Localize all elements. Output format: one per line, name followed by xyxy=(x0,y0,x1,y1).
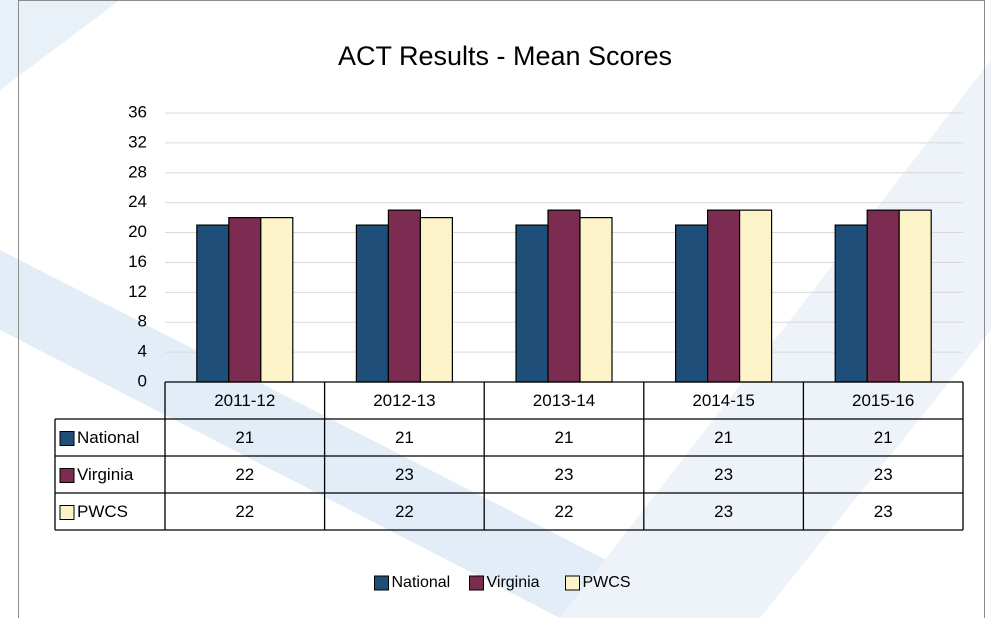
legend-label: Virginia xyxy=(487,574,540,591)
legend-swatch xyxy=(374,575,389,591)
table-row-label: Virginia xyxy=(77,465,134,484)
table-cell: 23 xyxy=(874,465,893,484)
y-tick-label: 36 xyxy=(128,102,147,121)
bar xyxy=(674,224,709,383)
x-tick-label: 2015-16 xyxy=(852,391,914,410)
y-tick-label: 24 xyxy=(128,192,147,211)
legend-swatch xyxy=(565,575,580,591)
legend-label: PWCS xyxy=(583,574,631,591)
y-tick-label: 28 xyxy=(128,162,147,181)
bg-stripe xyxy=(0,0,120,90)
table-cell: 23 xyxy=(874,502,893,521)
table-cell: 23 xyxy=(714,502,733,521)
table-row-label: PWCS xyxy=(77,502,128,521)
legend-swatch xyxy=(469,575,484,591)
x-tick-label: 2011-12 xyxy=(214,391,275,410)
x-tick-label: 2013-14 xyxy=(533,391,595,410)
chart-border xyxy=(18,0,985,618)
bar xyxy=(419,217,453,383)
table-cell: 21 xyxy=(395,428,414,447)
y-tick-label: 20 xyxy=(128,222,147,241)
bar xyxy=(260,217,294,383)
bar xyxy=(898,209,932,383)
table-cell: 22 xyxy=(395,502,414,521)
bar xyxy=(866,209,900,383)
table-row-label: National xyxy=(77,428,139,447)
bg-stripe xyxy=(560,60,991,618)
chart-title: ACT Results - Mean Scores xyxy=(338,41,672,71)
bar xyxy=(834,224,868,383)
legend-label: National xyxy=(392,574,451,591)
bar xyxy=(228,217,262,383)
table-cell: 22 xyxy=(235,502,254,521)
table-cell: 21 xyxy=(874,428,893,447)
bar xyxy=(387,209,421,383)
legend-swatch xyxy=(59,468,75,483)
y-tick-label: 32 xyxy=(128,132,147,151)
table-cell: 23 xyxy=(555,465,574,484)
table-cell: 22 xyxy=(235,465,254,484)
table-cell: 21 xyxy=(235,428,254,447)
bg-stripe xyxy=(0,250,720,618)
table-cell: 22 xyxy=(555,502,574,521)
y-tick-label: 12 xyxy=(128,282,147,301)
table-cell: 21 xyxy=(714,428,733,447)
bar xyxy=(515,224,549,383)
legend-swatch xyxy=(59,505,75,520)
y-tick-label: 8 xyxy=(138,312,147,331)
bar xyxy=(706,209,741,383)
bar xyxy=(738,209,773,383)
y-tick-label: 16 xyxy=(128,252,147,271)
bar xyxy=(547,209,581,383)
y-tick-label: 4 xyxy=(138,342,147,361)
bar xyxy=(196,224,230,383)
x-tick-label: 2012-13 xyxy=(373,391,435,410)
legend-swatch xyxy=(59,431,75,446)
bar xyxy=(355,224,389,383)
table-cell: 21 xyxy=(555,428,574,447)
bar xyxy=(579,217,613,383)
x-tick-label: 2014-15 xyxy=(692,391,754,410)
y-tick-label: 0 xyxy=(138,371,147,390)
table-cell: 23 xyxy=(395,465,414,484)
table-cell: 23 xyxy=(714,465,733,484)
